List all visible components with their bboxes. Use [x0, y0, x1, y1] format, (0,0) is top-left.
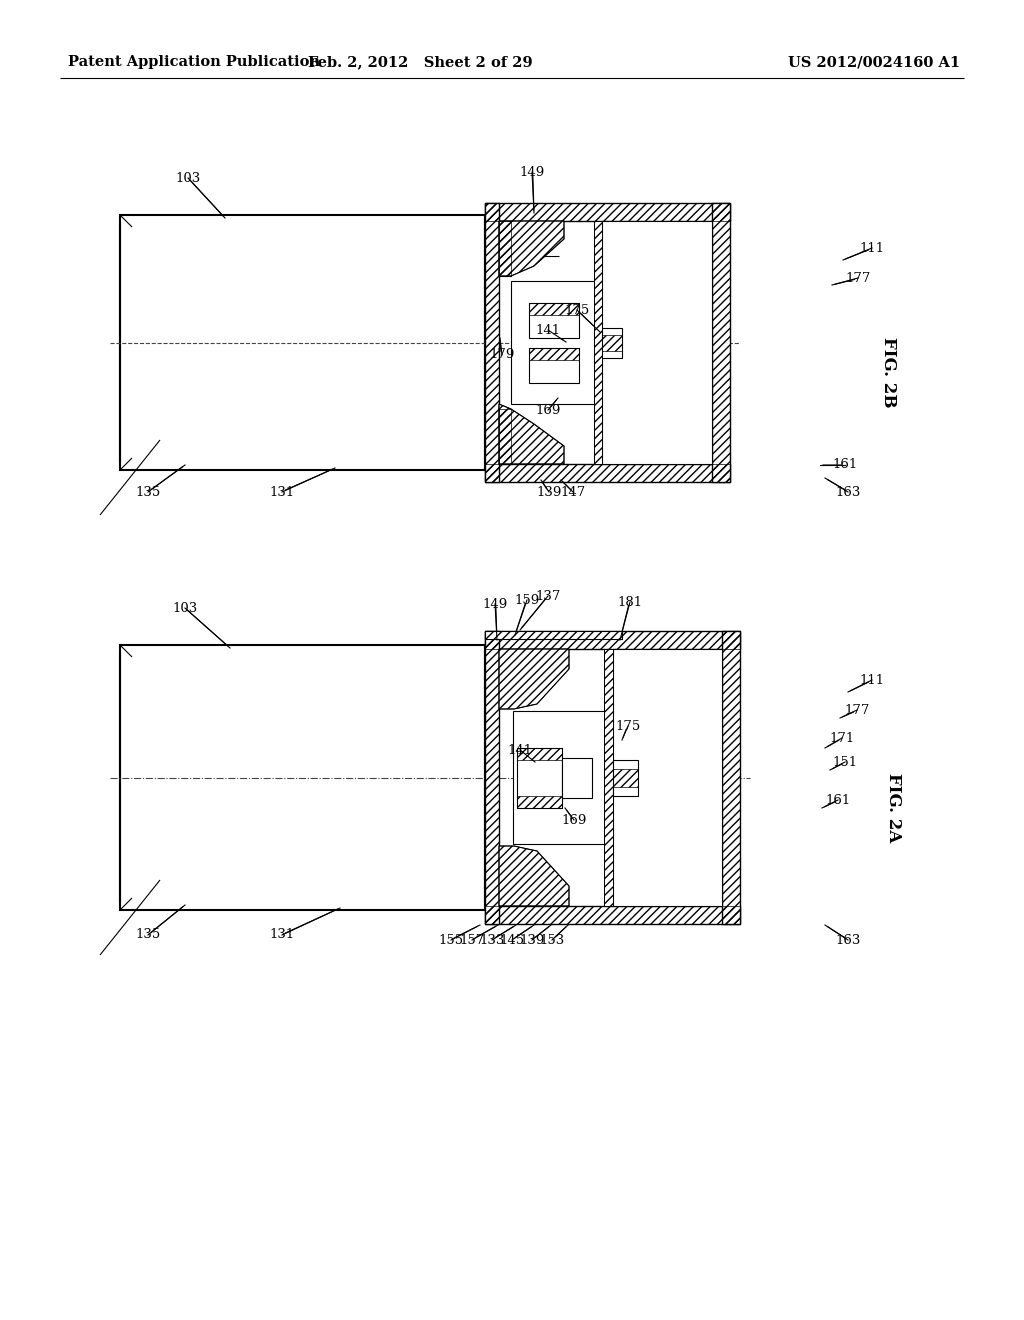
Text: 155: 155 [438, 933, 464, 946]
Text: 177: 177 [845, 704, 869, 717]
Bar [529, 347, 579, 383]
Text: FIG. 2A: FIG. 2A [885, 772, 902, 842]
Bar [529, 347, 579, 359]
Bar [594, 220, 602, 465]
Bar [485, 203, 499, 482]
Bar [513, 711, 628, 843]
Bar [722, 631, 740, 924]
Text: 157: 157 [460, 933, 484, 946]
Text: 139: 139 [537, 486, 562, 499]
Text: 141: 141 [508, 743, 532, 756]
Bar [499, 220, 511, 276]
Bar [529, 302, 579, 338]
Bar [120, 645, 485, 909]
Text: 133: 133 [479, 933, 505, 946]
Bar [604, 649, 613, 906]
Text: 149: 149 [482, 598, 508, 610]
Bar [485, 906, 740, 924]
Text: 135: 135 [135, 486, 161, 499]
Text: 139: 139 [519, 933, 545, 946]
Bar [499, 409, 511, 465]
Text: 103: 103 [172, 602, 198, 615]
Text: FIG. 2B: FIG. 2B [880, 337, 897, 408]
Text: 103: 103 [175, 172, 201, 185]
Bar [602, 220, 712, 465]
Bar [485, 203, 730, 220]
Polygon shape [499, 846, 569, 906]
Bar [485, 631, 499, 924]
Text: 161: 161 [833, 458, 858, 471]
Bar [712, 203, 730, 482]
Text: 131: 131 [269, 928, 295, 941]
Bar [712, 203, 730, 482]
Text: 147: 147 [560, 486, 586, 499]
Polygon shape [499, 649, 569, 709]
Text: 169: 169 [536, 404, 561, 417]
Text: 111: 111 [859, 242, 885, 255]
Text: 175: 175 [564, 304, 590, 317]
Bar [485, 203, 730, 220]
Text: 141: 141 [536, 323, 560, 337]
Text: 153: 153 [540, 933, 564, 946]
Text: 171: 171 [829, 731, 855, 744]
Text: 149: 149 [519, 165, 545, 178]
Text: 181: 181 [617, 595, 643, 609]
Polygon shape [499, 220, 564, 276]
Text: Patent Application Publication: Patent Application Publication [68, 55, 319, 69]
Bar [499, 220, 511, 276]
Bar [485, 631, 622, 639]
Bar [485, 203, 499, 482]
Text: 175: 175 [615, 719, 641, 733]
Text: 163: 163 [836, 486, 861, 499]
Text: 179: 179 [489, 348, 515, 362]
Bar [485, 631, 622, 639]
Bar [604, 649, 613, 906]
Text: 151: 151 [833, 755, 857, 768]
Bar [485, 465, 730, 482]
Bar [722, 631, 740, 924]
Bar [517, 796, 562, 808]
Text: 159: 159 [514, 594, 540, 606]
Text: 177: 177 [846, 272, 870, 285]
Text: 137: 137 [536, 590, 561, 602]
Bar [613, 649, 722, 906]
Polygon shape [499, 404, 564, 465]
Bar [485, 631, 740, 649]
Bar [613, 759, 638, 796]
Bar [529, 302, 579, 314]
Text: 145: 145 [500, 933, 524, 946]
Text: 163: 163 [836, 933, 861, 946]
Bar [594, 220, 602, 465]
Text: 131: 131 [269, 486, 295, 499]
Bar [517, 747, 562, 808]
Text: 161: 161 [825, 793, 851, 807]
Bar [517, 747, 562, 759]
Bar [602, 334, 622, 351]
Bar [485, 631, 499, 924]
Text: US 2012/0024160 A1: US 2012/0024160 A1 [787, 55, 961, 69]
Bar [511, 281, 611, 404]
Bar [562, 758, 592, 797]
Bar [613, 768, 638, 787]
Text: 169: 169 [561, 813, 587, 826]
Text: 111: 111 [859, 673, 885, 686]
Text: 135: 135 [135, 928, 161, 941]
Text: Feb. 2, 2012   Sheet 2 of 29: Feb. 2, 2012 Sheet 2 of 29 [307, 55, 532, 69]
Bar [602, 327, 622, 358]
Bar [485, 465, 730, 482]
Bar [499, 409, 511, 465]
Bar [485, 906, 740, 924]
Bar [120, 215, 485, 470]
Bar [485, 631, 740, 649]
